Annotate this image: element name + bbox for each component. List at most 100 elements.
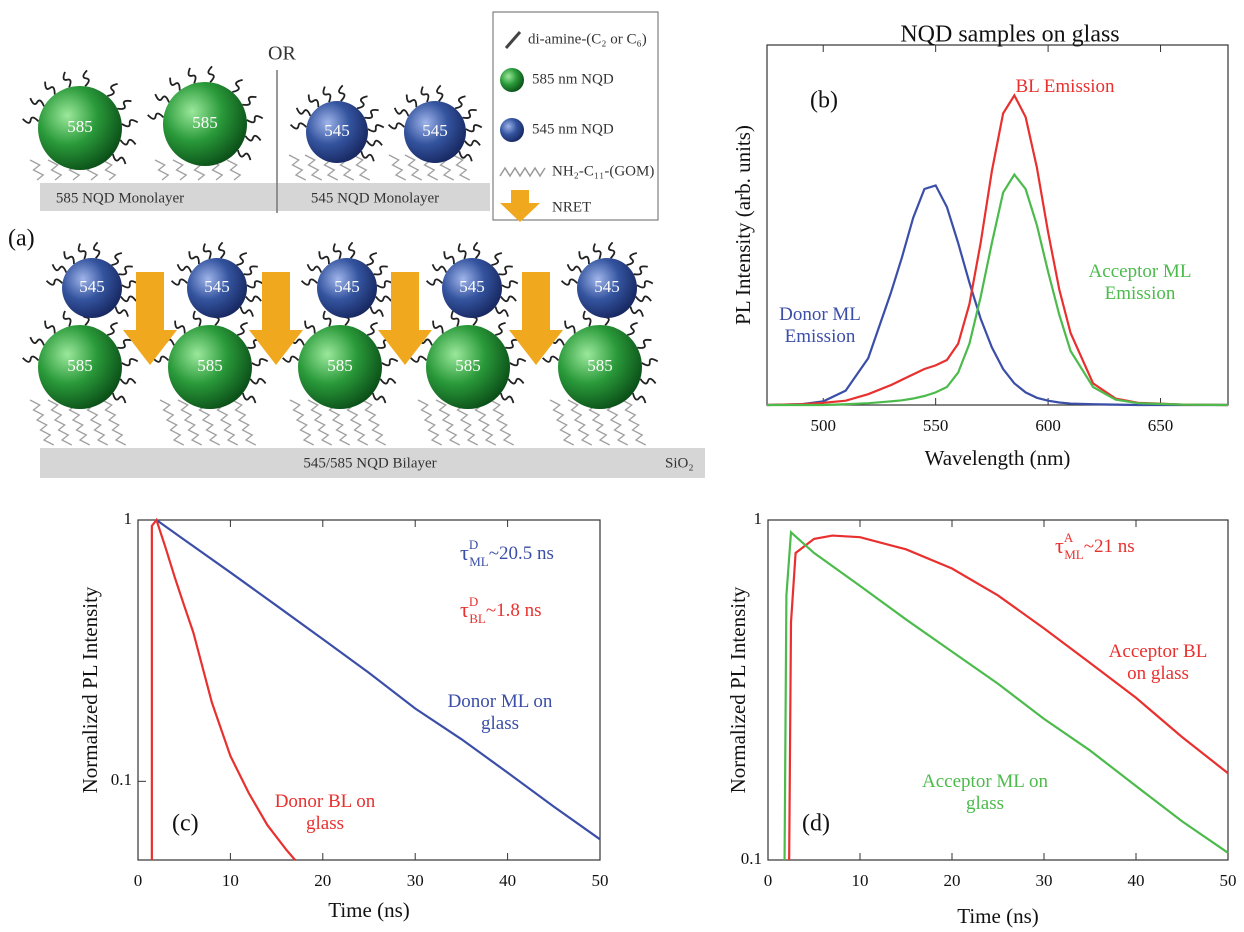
ligand: [120, 295, 137, 303]
nret-arrow: [509, 272, 563, 365]
linker: [29, 399, 55, 446]
diagram: OR 585 NQD Monolayer 545 NQD Monolayer (…: [8, 11, 705, 478]
ligand: [154, 93, 170, 103]
annotation-sub: BL: [469, 611, 486, 626]
ligand: [464, 139, 481, 147]
linker: [289, 399, 315, 446]
substrate: [40, 448, 705, 478]
linker: [417, 399, 443, 446]
linker: [489, 399, 515, 446]
linker: [47, 399, 73, 446]
legend-text: NRET: [552, 199, 591, 215]
panel-label: (b): [810, 88, 838, 114]
x-tick-label: 0: [764, 871, 773, 890]
ligand: [117, 338, 132, 349]
ligand: [121, 280, 139, 289]
ligand: [112, 153, 127, 165]
nqd-label: 545: [594, 277, 620, 296]
ligand: [147, 112, 165, 120]
ligand: [505, 338, 520, 349]
series-line: [150, 517, 296, 861]
series-line: [788, 534, 1229, 861]
ligand: [44, 81, 56, 95]
annotation-sup: A: [1064, 530, 1074, 545]
ligand: [251, 358, 269, 367]
ligand: [244, 134, 262, 142]
linker: [154, 159, 170, 181]
linker: [226, 159, 242, 181]
ligand: [425, 278, 444, 286]
annotation-symbol: τ: [1055, 533, 1064, 558]
annotation-sub: ML: [1064, 547, 1084, 562]
ligand: [170, 278, 189, 286]
y-axis-label: PL Intensity (arb. units): [731, 125, 755, 325]
legend-icon: [499, 166, 546, 178]
ligand: [560, 278, 579, 286]
series-label: Donor BL on glass: [274, 791, 376, 834]
donor-nqd: [306, 101, 368, 163]
ligand: [246, 115, 264, 124]
ligand: [242, 95, 257, 106]
nqd-label: 585: [455, 356, 481, 375]
ligand: [63, 251, 75, 265]
acceptor-nqd: [168, 325, 252, 409]
ligand: [626, 252, 638, 267]
linker: [159, 399, 185, 446]
donor-nqd: [187, 258, 247, 318]
ligand: [232, 78, 243, 93]
ligand: [639, 377, 657, 385]
annotation-sup: D: [469, 537, 478, 552]
x-tick-label: 20: [314, 871, 331, 890]
ligand: [348, 241, 356, 259]
nret-arrow: [249, 272, 303, 365]
plot-frame: [137, 519, 601, 861]
ligand: [566, 263, 583, 273]
annotation: τA ML~21 ns: [1055, 530, 1135, 562]
ligand: [542, 355, 560, 363]
ligand: [119, 138, 137, 146]
x-tick-label: 40: [1128, 871, 1145, 890]
legend-box: [492, 11, 659, 221]
x-tick-label: 20: [944, 871, 961, 890]
annotation-symbol: τ: [460, 597, 469, 622]
ligand: [242, 392, 257, 404]
annotation-text: ~20.5 ns: [489, 543, 554, 564]
y-tick-label: 0.1: [111, 770, 132, 789]
acceptor-nqd: [38, 325, 122, 409]
x-tick-label: 30: [1036, 871, 1053, 890]
x-tick-label: 600: [1035, 416, 1061, 435]
series-label-box: Donor ML on glass: [447, 691, 553, 734]
x-tick-label: 650: [1148, 416, 1174, 435]
bilayer-label: 545/585 NQD Bilayer: [303, 455, 436, 471]
panel-label: (a): [8, 226, 35, 252]
series-line: [155, 519, 601, 841]
ligand: [462, 108, 477, 119]
legend-text: 585 nm NQD: [532, 71, 614, 87]
ligand: [306, 263, 323, 273]
x-tick-label: 50: [592, 871, 609, 890]
series-label-box: Acceptor BL on glass: [1109, 641, 1208, 684]
linker: [435, 399, 461, 446]
ligand: [45, 278, 64, 286]
ligand: [564, 320, 576, 334]
nqd-label: 585: [587, 356, 613, 375]
series-label-box: BL Emission: [1015, 76, 1114, 97]
series-label: Acceptor ML Emission: [1088, 261, 1192, 304]
acceptor-nqd: [426, 325, 510, 409]
x-axis-label: Time (ns): [328, 898, 410, 922]
ligand: [500, 392, 515, 404]
ligand: [405, 94, 418, 108]
ligand: [237, 149, 252, 161]
series-label-box: Acceptor ML Emission: [1088, 261, 1192, 304]
linker: [567, 399, 593, 446]
ligand: [498, 265, 513, 276]
ligand: [322, 86, 332, 103]
ligand: [246, 280, 264, 289]
nqd-label: 585: [197, 356, 223, 375]
x-axis-label: Time (ns): [957, 904, 1039, 928]
ligand: [582, 310, 592, 327]
linker: [101, 399, 127, 446]
series-label: Donor ML on glass: [447, 691, 553, 734]
ligand: [107, 321, 118, 336]
ligand: [500, 295, 517, 303]
